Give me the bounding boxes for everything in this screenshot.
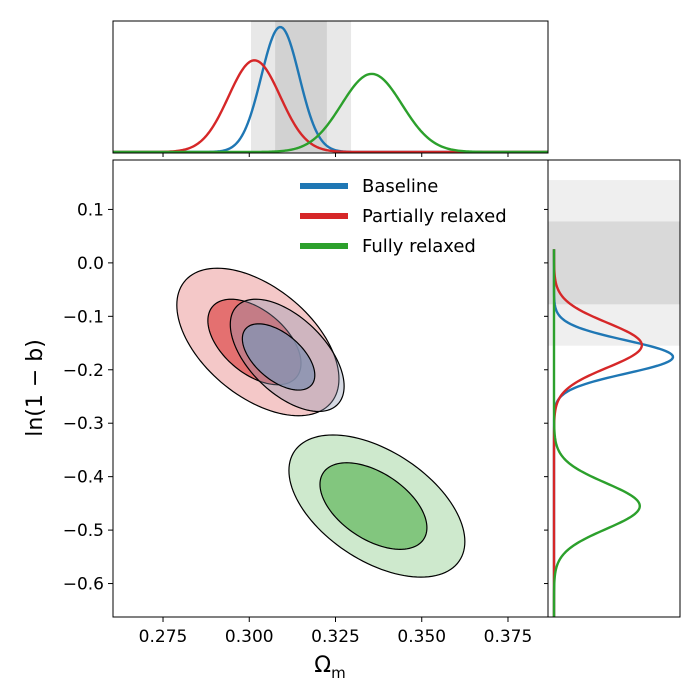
axes: 0.275 0.300 0.325 0.350 0.375 0.1 0.0 −0.1 −0.2 −… — [63, 153, 548, 647]
ln1mb-marginal-curve-2 — [552, 249, 641, 617]
x-axis-label: Ωm — [314, 653, 345, 682]
y-tick-label-0: 0.1 — [77, 200, 104, 220]
y-tick-label-5: −0.4 — [63, 468, 104, 488]
y-axis-label: ln(1 − b) — [23, 339, 48, 437]
x-tick-label-3: 0.350 — [397, 627, 446, 647]
legend-label-2: Fully relaxed — [362, 236, 476, 257]
x-tick-label-0: 0.275 — [139, 627, 188, 647]
y-tick-label-1: 0.0 — [77, 254, 104, 274]
y-tick-label-7: −0.6 — [63, 575, 104, 595]
x-tick-label-1: 0.300 — [225, 627, 274, 647]
legend-label-1: Partially relaxed — [362, 206, 507, 227]
omega-m-marginal-curve-2 — [113, 72, 548, 153]
x-tick-label-2: 0.325 — [311, 627, 360, 647]
x-tick-label-4: 0.375 — [484, 627, 533, 647]
ln1mb-marginal-panel — [547, 159, 681, 618]
top-panel-frame — [112, 20, 549, 154]
omega-m-marginal-panel — [112, 20, 549, 154]
y-tick-label-2: −0.1 — [63, 307, 104, 327]
y-tick-label-4: −0.3 — [63, 414, 104, 434]
joint-posterior-panel — [112, 159, 549, 618]
contour-inner-2 — [319, 462, 428, 550]
legend-label-0: Baseline — [362, 176, 438, 197]
contour-inner-0 — [241, 323, 316, 391]
main-panel-frame — [112, 159, 549, 618]
y-tick-label-6: −0.5 — [63, 521, 104, 541]
legend: Baseline Partially relaxed Fully relaxed — [300, 176, 507, 257]
y-tick-label-3: −0.2 — [63, 361, 104, 381]
prior-band-inner-ln1mb — [548, 221, 680, 305]
